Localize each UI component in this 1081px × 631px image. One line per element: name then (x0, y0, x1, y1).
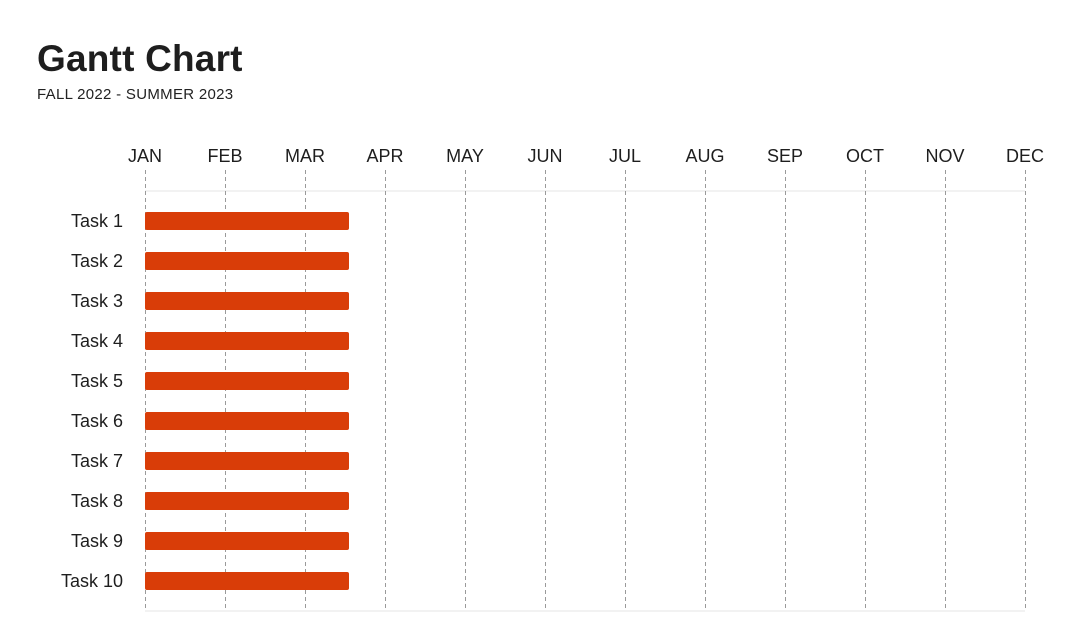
month-label-sep: SEP (767, 146, 803, 166)
month-label-jul: JUL (609, 146, 641, 166)
month-label-may: MAY (446, 146, 484, 166)
task-bar[interactable] (145, 332, 349, 350)
task-bar[interactable] (145, 292, 349, 310)
task-label: Task 10 (61, 571, 123, 591)
task-bars (145, 212, 349, 590)
month-label-feb: FEB (207, 146, 242, 166)
task-bar[interactable] (145, 492, 349, 510)
task-label: Task 7 (71, 451, 123, 471)
task-label: Task 5 (71, 371, 123, 391)
chart-subtitle: FALL 2022 - SUMMER 2023 (37, 86, 234, 103)
task-label: Task 4 (71, 331, 123, 351)
task-bar[interactable] (145, 532, 349, 550)
chart-title: Gantt Chart (37, 38, 243, 79)
task-label: Task 8 (71, 491, 123, 511)
month-label-jan: JAN (128, 146, 162, 166)
task-bar[interactable] (145, 412, 349, 430)
task-bar[interactable] (145, 372, 349, 390)
month-label-jun: JUN (528, 146, 563, 166)
month-label-nov: NOV (925, 146, 964, 166)
month-gridlines (145, 170, 1026, 612)
task-labels: Task 1 Task 2 Task 3 Task 4 Task 5 Task 6 Task… (61, 211, 123, 591)
task-bar[interactable] (145, 212, 349, 230)
month-labels: JAN FEB MAR APR MAY JUN JUL AUG SEP OCT NOV DEC (128, 146, 1044, 166)
task-label: Task 2 (71, 251, 123, 271)
month-label-aug: AUG (685, 146, 724, 166)
task-label: Task 6 (71, 411, 123, 431)
month-label-oct: OCT (846, 146, 884, 166)
task-bar[interactable] (145, 572, 349, 590)
task-label: Task 1 (71, 211, 123, 231)
task-bar[interactable] (145, 452, 349, 470)
task-label: Task 3 (71, 291, 123, 311)
month-label-dec: DEC (1006, 146, 1044, 166)
task-bar[interactable] (145, 252, 349, 270)
task-label: Task 9 (71, 531, 123, 551)
month-label-mar: MAR (285, 146, 325, 166)
month-label-apr: APR (366, 146, 403, 166)
